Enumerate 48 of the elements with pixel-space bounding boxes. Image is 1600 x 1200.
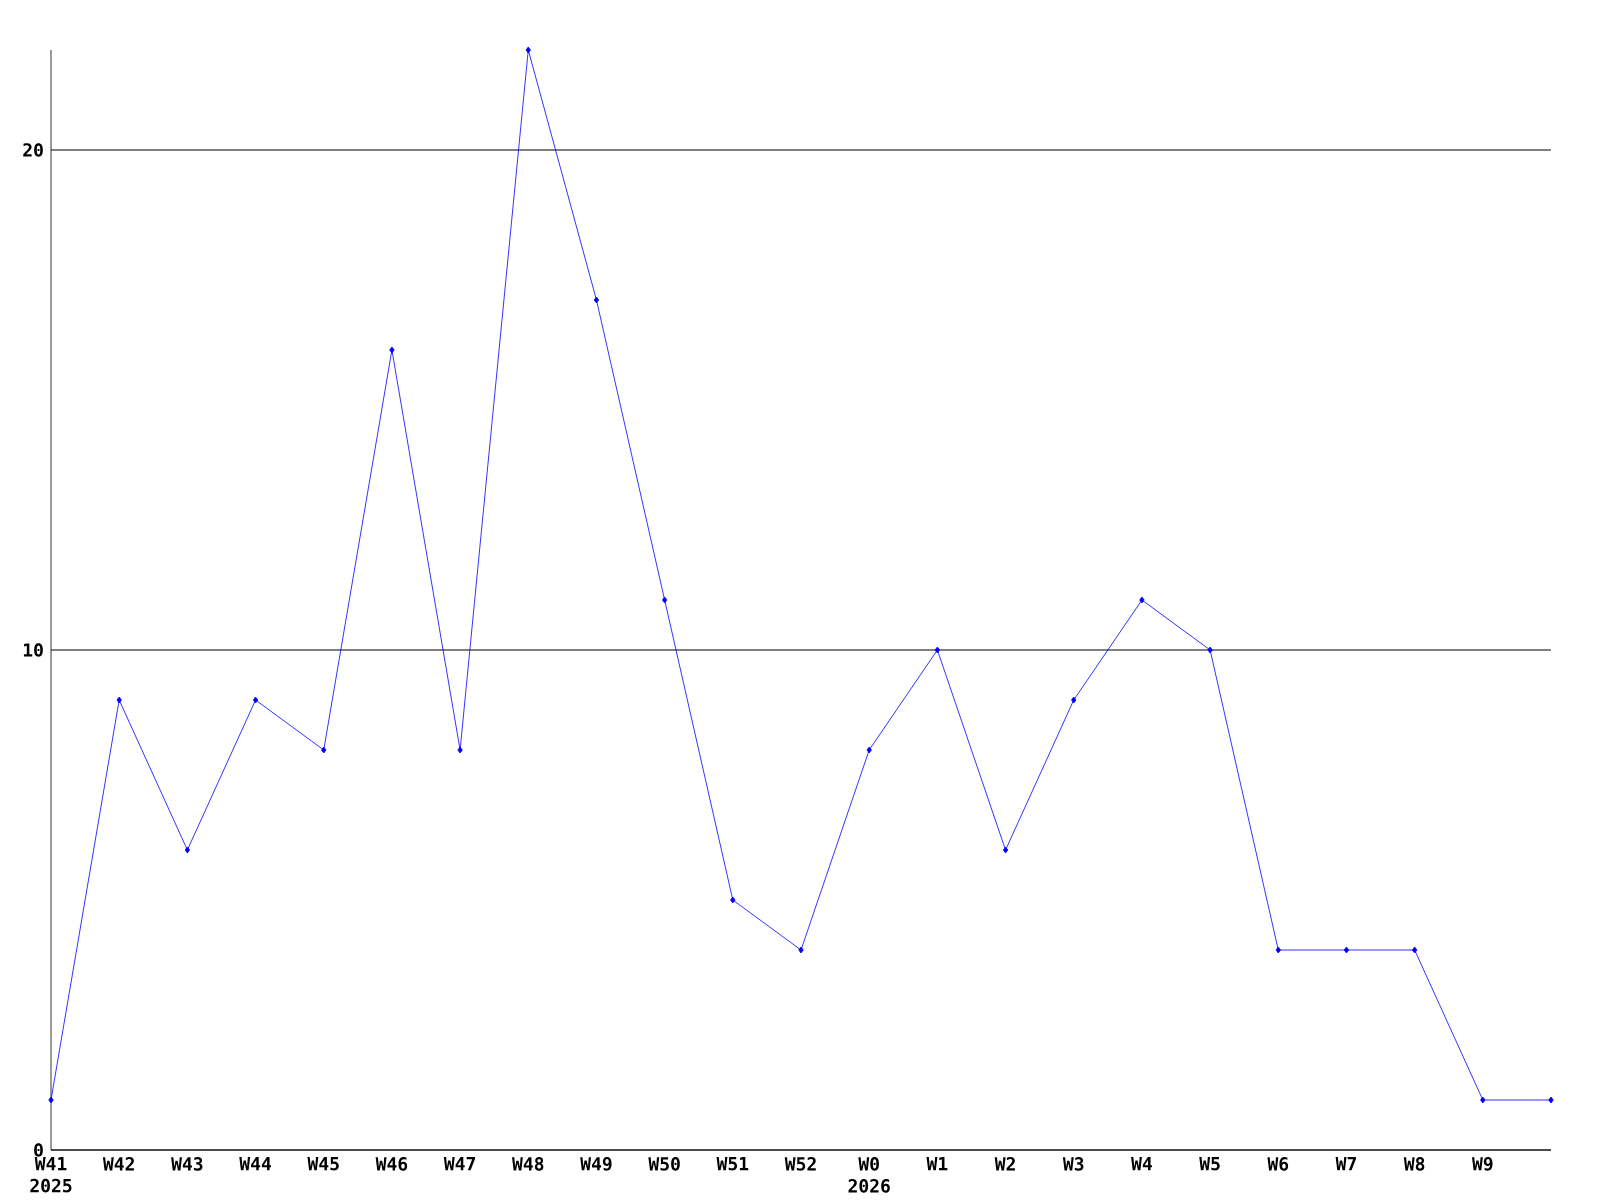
point — [730, 896, 736, 904]
y-tick-label: 0 — [34, 1143, 43, 1157]
x-tick-label: W4 — [1131, 1157, 1152, 1171]
x-tick-label: W41 2025 — [30, 1157, 72, 1193]
point — [525, 46, 531, 54]
x-tick-label: W2 — [994, 1157, 1015, 1171]
point — [1207, 646, 1213, 654]
point — [184, 846, 191, 854]
y-tick-label: 20 — [23, 143, 43, 157]
x-tick-label: W46 — [375, 1157, 408, 1171]
point — [252, 696, 259, 704]
point — [593, 296, 600, 304]
x-tick-label: W45 — [307, 1157, 339, 1171]
x-tick-label: W8 — [1403, 1157, 1425, 1171]
x-tick-label: W49 — [580, 1157, 612, 1171]
point — [1071, 696, 1077, 704]
point — [1275, 946, 1281, 954]
x-tick-label: W5 — [1199, 1157, 1220, 1171]
point — [48, 1096, 54, 1104]
point — [457, 746, 463, 754]
x-tick-label: W50 — [648, 1157, 680, 1171]
point — [798, 946, 804, 954]
x-tick-label: W42 — [102, 1157, 134, 1171]
point — [1480, 1096, 1486, 1104]
point — [321, 746, 327, 754]
x-tick-label: W47 — [443, 1157, 475, 1171]
point — [116, 696, 122, 704]
point — [389, 346, 395, 354]
x-tick-label: W52 — [784, 1157, 816, 1171]
x-tick-label: W43 — [171, 1157, 203, 1171]
point — [662, 596, 668, 604]
x-tick-label: W9 — [1472, 1157, 1493, 1171]
point — [934, 646, 941, 654]
x-tick-label: W51 — [716, 1157, 749, 1171]
x-tick-label: W0 2026 — [848, 1157, 890, 1193]
x-tick-label: W44 — [239, 1157, 271, 1171]
point — [1343, 946, 1350, 954]
point — [1139, 596, 1145, 604]
x-tick-label: W3 — [1062, 1157, 1084, 1171]
x-tick-label: W6 — [1267, 1157, 1289, 1171]
point — [1412, 946, 1418, 954]
y-tick-label: 10 — [23, 643, 43, 657]
x-tick-label: W1 — [926, 1157, 948, 1171]
point — [1548, 1096, 1554, 1104]
x-tick-label: W7 — [1335, 1157, 1356, 1171]
x-tick-label: W48 — [512, 1157, 544, 1171]
point — [866, 746, 872, 754]
point — [1002, 846, 1009, 854]
